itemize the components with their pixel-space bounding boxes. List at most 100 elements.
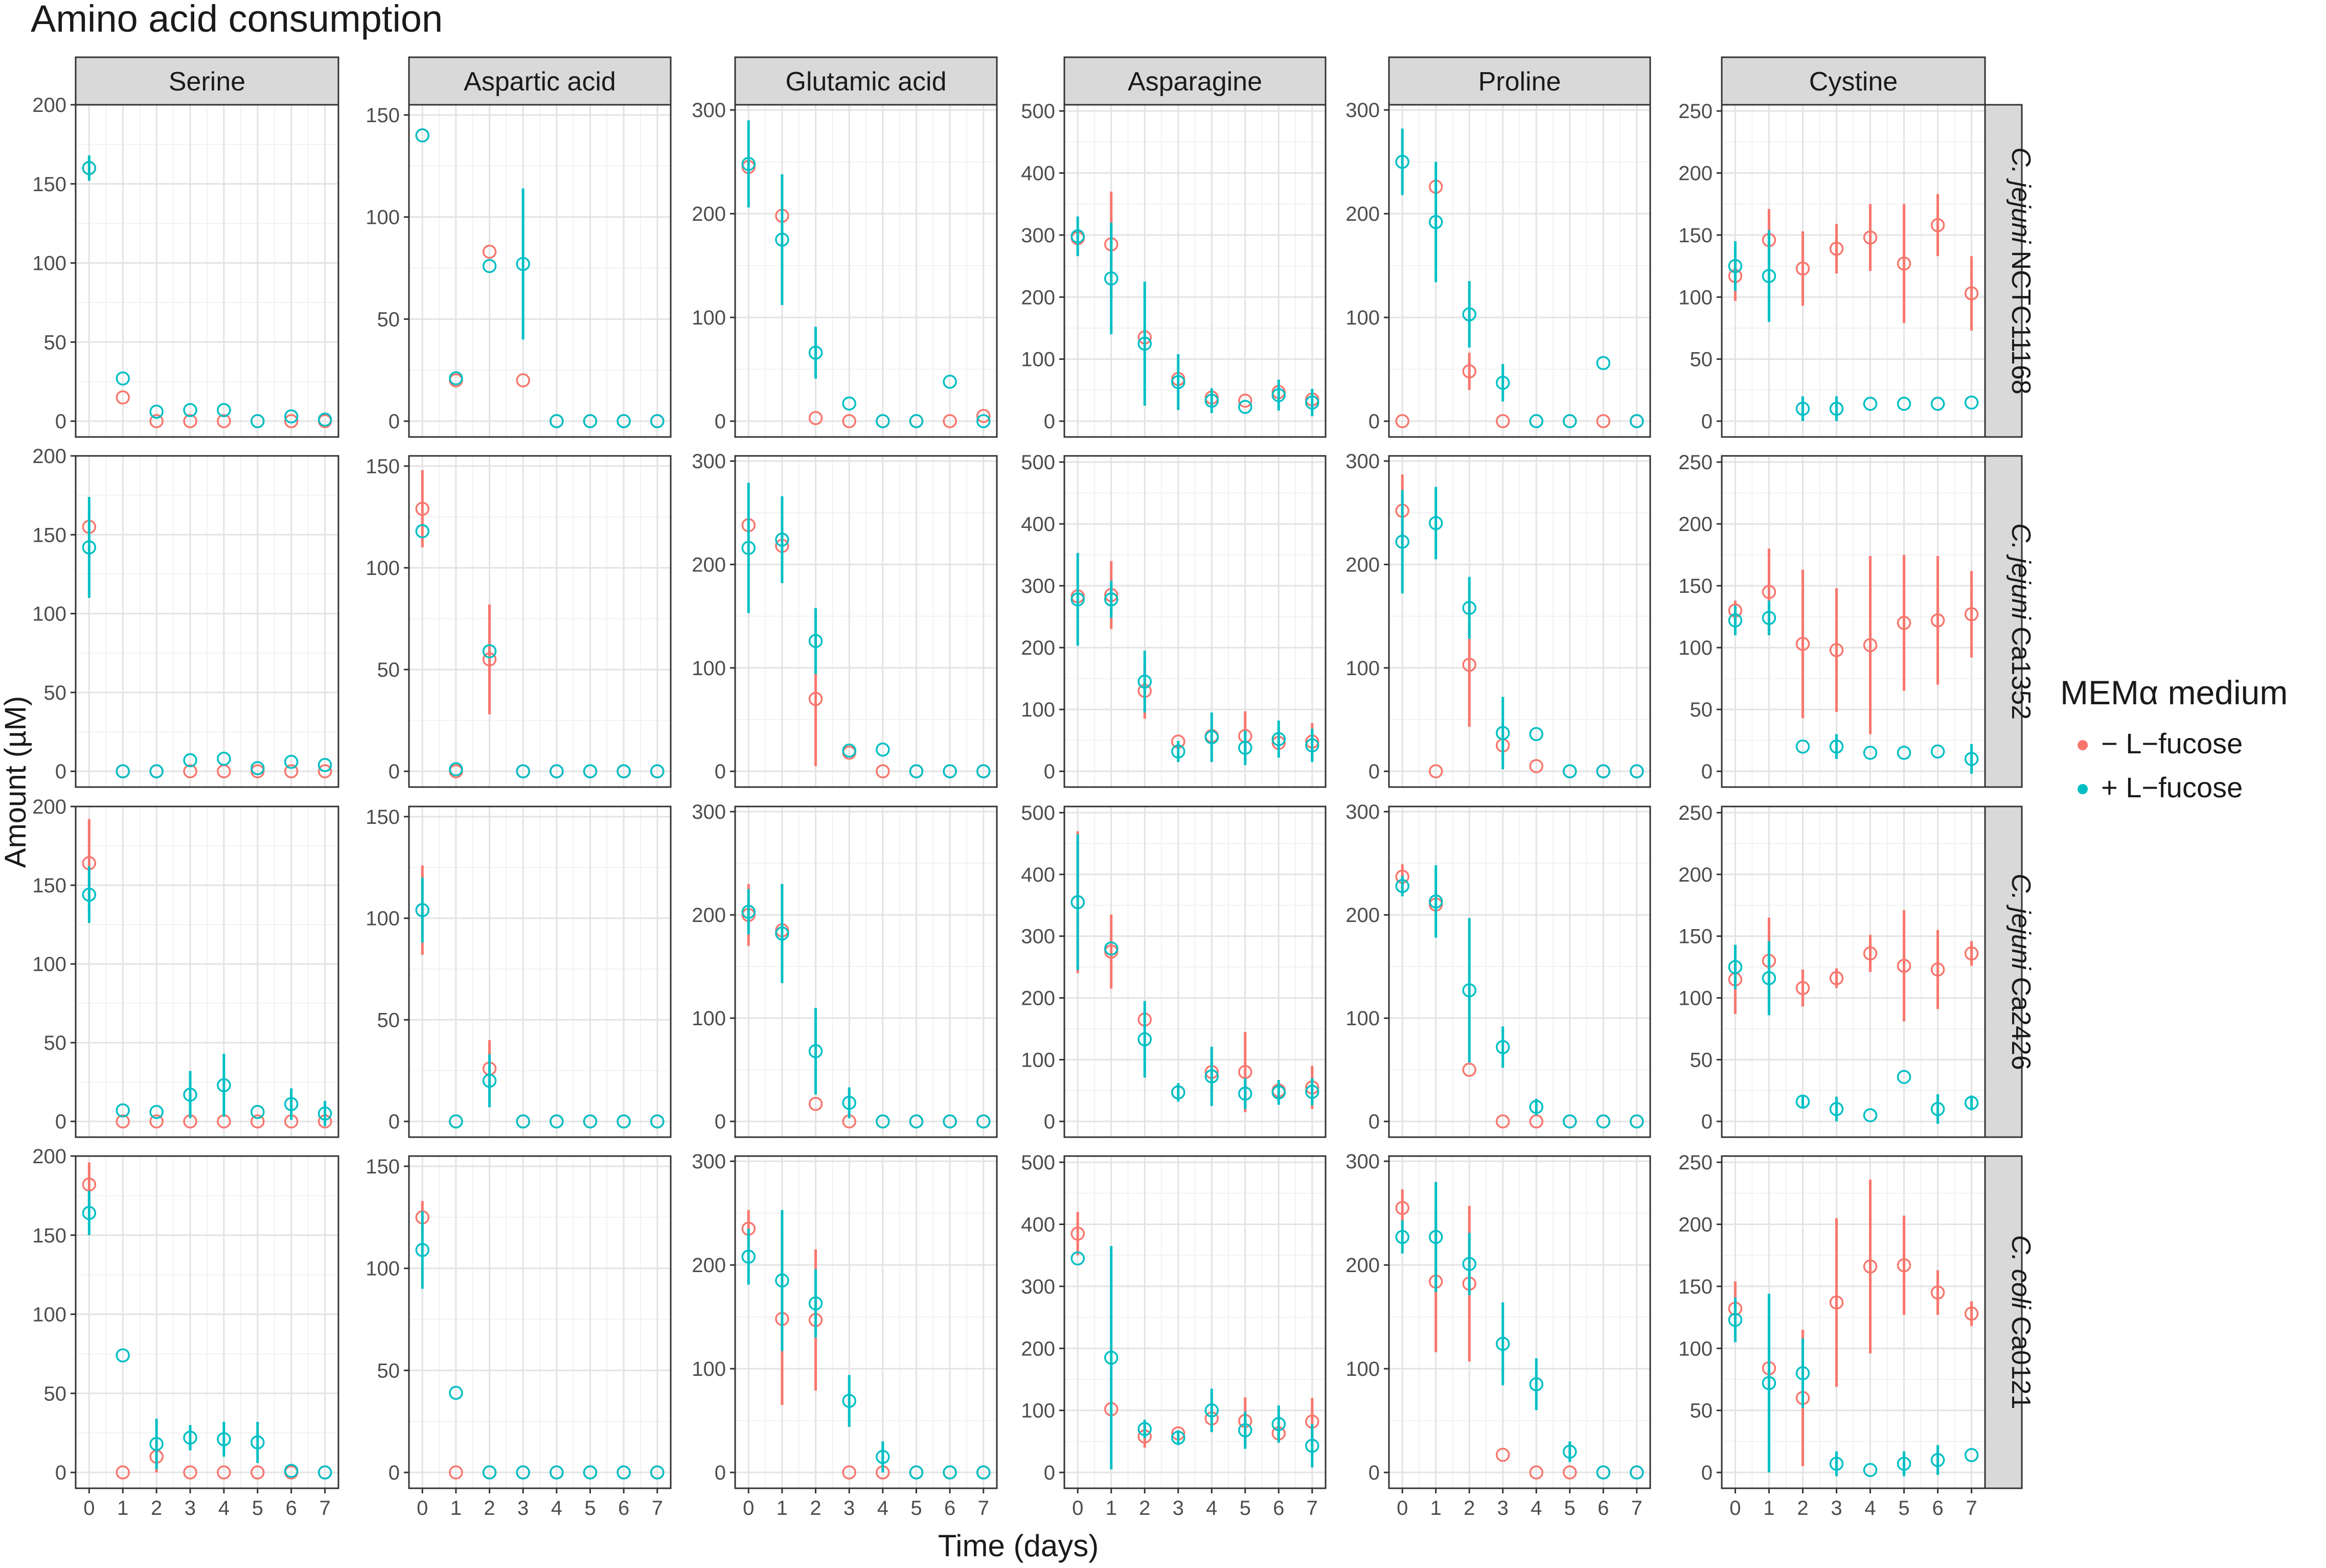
point-plus-fucose xyxy=(550,1114,564,1128)
y-tick-label: 200 xyxy=(1021,637,1055,659)
point-plus-fucose xyxy=(1630,764,1644,778)
point-plus-fucose xyxy=(1271,388,1286,402)
point-plus-fucose xyxy=(876,414,890,428)
point-minus-fucose xyxy=(808,411,823,425)
panel-r2-aspartic-acid: 0 50 100 150 xyxy=(366,805,672,1138)
y-tick-label: 200 xyxy=(1346,554,1380,576)
y-tick-label: 100 xyxy=(1678,987,1713,1010)
point-plus-fucose xyxy=(1964,752,1979,766)
point-plus-fucose xyxy=(1070,895,1085,910)
point-plus-fucose xyxy=(650,764,665,778)
point-plus-fucose xyxy=(876,1449,890,1464)
y-tick-label: 150 xyxy=(1678,575,1713,597)
facet-grid: Serine Aspartic acid Glutamic acid Asparagi… xyxy=(32,56,2036,1519)
legend-key-minus-fucose xyxy=(2078,740,2088,750)
y-tick-label: 150 xyxy=(1678,926,1713,948)
x-tick-label: 3 xyxy=(1497,1497,1509,1519)
point-plus-fucose xyxy=(317,1465,332,1480)
point-minus-fucose xyxy=(250,1114,265,1128)
point-plus-fucose xyxy=(550,414,564,428)
y-tick-label: 0 xyxy=(1044,1462,1055,1484)
y-tick-label: 100 xyxy=(1678,286,1713,309)
point-plus-fucose xyxy=(550,764,564,778)
point-plus-fucose xyxy=(1428,1230,1443,1244)
y-tick-label: 0 xyxy=(1369,1111,1380,1133)
point-minus-fucose xyxy=(1462,657,1476,672)
point-minus-fucose xyxy=(1863,638,1878,653)
point-minus-fucose xyxy=(116,1114,130,1128)
point-plus-fucose xyxy=(217,403,231,418)
y-tick-label: 100 xyxy=(366,1258,400,1280)
x-tick-label: 1 xyxy=(1763,1497,1774,1519)
point-plus-fucose xyxy=(1930,397,1945,411)
row-strip-3 xyxy=(1984,1155,2023,1489)
y-tick-label: 200 xyxy=(32,445,66,468)
point-plus-fucose xyxy=(1563,764,1577,778)
point-plus-fucose xyxy=(1863,746,1878,760)
y-tick-label: 100 xyxy=(366,557,400,580)
point-plus-fucose xyxy=(1829,1457,1844,1471)
y-tick-label: 200 xyxy=(1346,203,1380,225)
y-tick-label: 50 xyxy=(44,331,67,354)
point-plus-fucose xyxy=(1728,259,1743,273)
x-tick-label: 6 xyxy=(286,1497,297,1519)
point-minus-fucose xyxy=(1829,241,1844,256)
point-plus-fucose xyxy=(842,1394,856,1408)
point-plus-fucose xyxy=(1305,1085,1319,1099)
point-plus-fucose xyxy=(1762,269,1776,283)
y-tick-label: 0 xyxy=(1701,1462,1713,1484)
point-plus-fucose xyxy=(1964,1448,1979,1462)
y-tick-label: 400 xyxy=(1021,1214,1055,1236)
point-minus-fucose xyxy=(808,1097,823,1111)
x-tick-label: 1 xyxy=(1106,1497,1117,1519)
point-plus-fucose xyxy=(583,1465,598,1480)
x-tick-label: 6 xyxy=(944,1497,955,1519)
point-minus-fucose xyxy=(317,764,332,778)
panel-r0-cystine: 0 50 100 150 200 250 xyxy=(1678,100,1986,438)
point-minus-fucose xyxy=(1795,261,1810,276)
y-tick-label: 200 xyxy=(1021,286,1055,309)
point-plus-fucose xyxy=(1171,744,1185,759)
point-plus-fucose xyxy=(1238,1423,1252,1438)
panel-r2-proline: 0 100 200 300 xyxy=(1346,801,1651,1138)
x-tick-label: 2 xyxy=(1139,1497,1150,1519)
point-plus-fucose xyxy=(1563,414,1577,428)
y-tick-label: 300 xyxy=(692,1150,726,1173)
y-tick-label: 100 xyxy=(692,307,726,329)
point-minus-fucose xyxy=(183,414,197,428)
point-minus-fucose xyxy=(1462,1063,1476,1077)
point-plus-fucose xyxy=(842,743,856,758)
point-plus-fucose xyxy=(183,403,197,418)
y-tick-label: 150 xyxy=(366,1156,400,1178)
y-tick-label: 0 xyxy=(389,1462,400,1484)
point-minus-fucose xyxy=(284,764,299,778)
point-plus-fucose xyxy=(617,1465,631,1480)
y-tick-label: 150 xyxy=(32,874,66,897)
point-plus-fucose xyxy=(1271,1085,1286,1100)
point-plus-fucose xyxy=(1137,674,1152,689)
row-strip-0 xyxy=(1984,104,2023,438)
point-minus-fucose xyxy=(1897,615,1911,630)
y-tick-label: 300 xyxy=(1021,1276,1055,1298)
point-minus-fucose xyxy=(1762,585,1776,599)
point-plus-fucose xyxy=(1238,400,1252,414)
point-plus-fucose xyxy=(82,161,97,175)
y-tick-label: 100 xyxy=(1346,657,1380,680)
point-plus-fucose xyxy=(1863,397,1878,411)
point-plus-fucose xyxy=(250,1104,265,1119)
y-tick-label: 500 xyxy=(1021,1151,1055,1174)
point-plus-fucose xyxy=(1462,307,1476,321)
point-plus-fucose xyxy=(650,1114,665,1128)
y-tick-label: 150 xyxy=(1678,1276,1713,1298)
y-tick-label: 100 xyxy=(1021,349,1055,371)
y-tick-label: 400 xyxy=(1021,513,1055,536)
point-plus-fucose xyxy=(1529,414,1544,428)
x-tick-label: 0 xyxy=(1397,1497,1408,1519)
point-plus-fucose xyxy=(317,758,332,772)
y-tick-label: 100 xyxy=(1346,1007,1380,1030)
point-plus-fucose xyxy=(1829,1102,1844,1116)
point-plus-fucose xyxy=(976,1114,991,1128)
point-plus-fucose xyxy=(909,414,924,428)
x-tick-label: 4 xyxy=(551,1497,562,1519)
y-tick-label: 200 xyxy=(1346,1254,1380,1277)
